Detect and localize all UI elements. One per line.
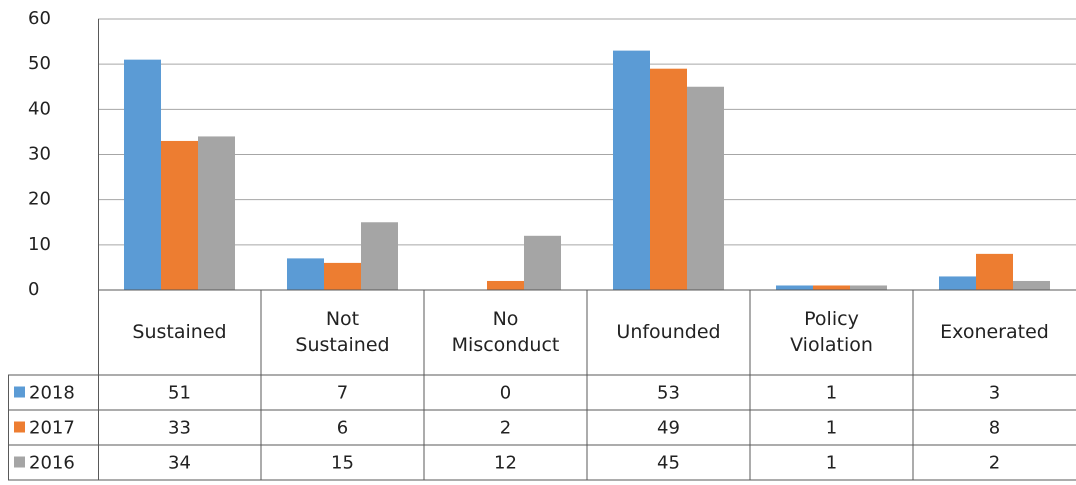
bar: [649, 68, 688, 290]
y-tick-label: 40: [28, 98, 51, 119]
x-tick-label: No Misconduct: [451, 307, 560, 356]
table-value: 2: [500, 418, 511, 439]
bar: [486, 280, 525, 290]
x-tick-label: Policy Violation: [790, 307, 873, 356]
table-value: 7: [337, 383, 348, 404]
table-value: 33: [168, 418, 191, 439]
table-value: 15: [331, 453, 354, 474]
table-value: 0: [500, 383, 511, 404]
bar: [812, 285, 851, 290]
y-tick-label: 20: [28, 189, 51, 210]
table-value: 49: [657, 418, 680, 439]
bar: [524, 235, 562, 290]
category-cell: No Misconduct: [451, 307, 560, 356]
bar: [160, 140, 199, 290]
y-tick-label: 50: [28, 53, 51, 74]
table-value: 53: [657, 383, 680, 404]
x-tick-label: Not Sustained: [295, 307, 390, 356]
table-value: 12: [494, 453, 517, 474]
x-tick-label: Unfounded: [616, 320, 721, 343]
category-cell: Sustained: [132, 320, 227, 343]
legend-swatch: [14, 386, 25, 398]
legend-swatch: [14, 456, 25, 468]
y-tick-label: 60: [28, 8, 51, 29]
bar: [975, 253, 1014, 290]
table-value: 8: [989, 418, 1000, 439]
bar: [286, 258, 324, 290]
table-value: 1: [826, 383, 837, 404]
table-value: 51: [168, 383, 191, 404]
table-value: 2: [989, 453, 1000, 474]
bar: [612, 50, 650, 290]
category-cell: Policy Violation: [790, 307, 873, 356]
table-value: 34: [168, 453, 191, 474]
bar: [361, 222, 399, 290]
table-value: 6: [337, 418, 348, 439]
bar: [1013, 280, 1051, 290]
table-value: 1: [826, 453, 837, 474]
category-cell: Exonerated: [940, 320, 1049, 343]
category-cell: Unfounded: [616, 320, 721, 343]
legend-label: 2018: [29, 383, 75, 404]
table-value: 45: [657, 453, 680, 474]
bar: [850, 285, 888, 290]
table-value: 3: [989, 383, 1000, 404]
legend-label: 2016: [29, 453, 75, 474]
bar: [123, 59, 161, 291]
table-value: 1: [826, 418, 837, 439]
x-tick-label: Exonerated: [940, 320, 1049, 343]
y-tick-label: 30: [28, 144, 51, 165]
x-tick-label: Sustained: [132, 320, 227, 343]
bar: [198, 136, 236, 290]
bar: [687, 86, 725, 290]
bar: [938, 276, 976, 290]
category-cell: Not Sustained: [295, 307, 390, 356]
y-tick-label: 10: [28, 234, 51, 255]
bar: [323, 262, 362, 290]
legend-swatch: [14, 421, 25, 433]
legend-label: 2017: [29, 418, 75, 439]
y-tick-label: 0: [28, 279, 39, 300]
bar: [775, 285, 813, 290]
